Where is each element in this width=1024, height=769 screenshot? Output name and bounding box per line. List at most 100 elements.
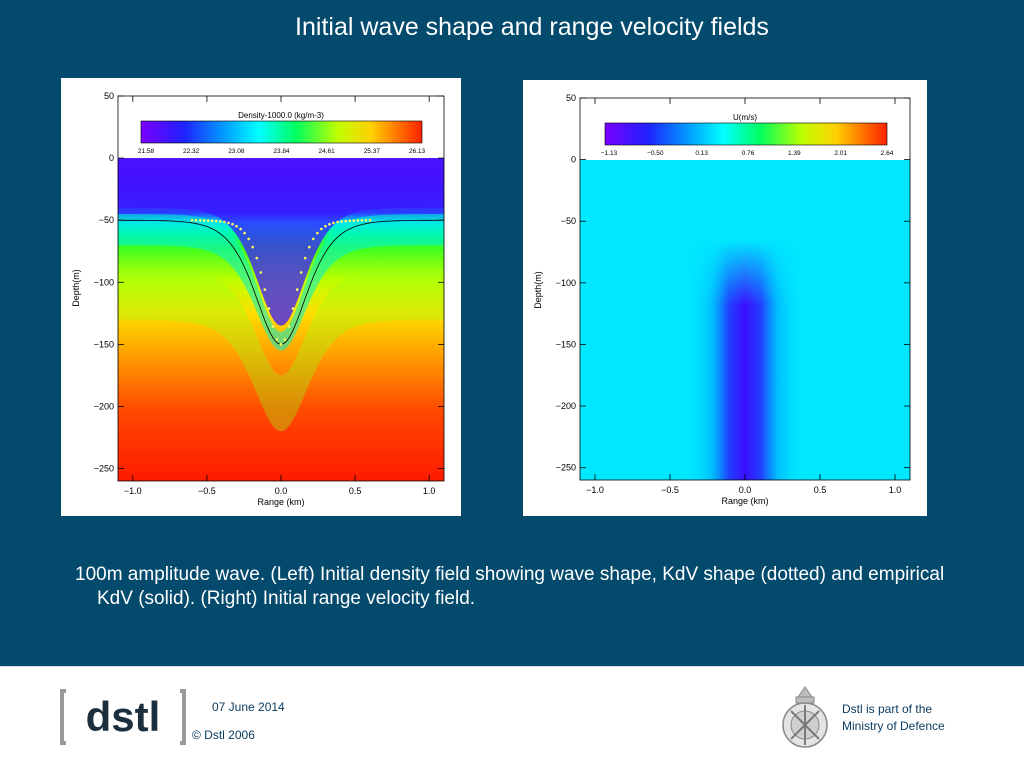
kdv-shape-dot <box>344 219 348 223</box>
density-colorbar-title: Density-1000.0 (kg/m-3) <box>238 111 324 120</box>
velocity-chart: −1.0 −0.5 0.0 0.5 1.0500−50−100−150−200−250 … <box>533 93 911 506</box>
kdv-shape-dot <box>340 220 343 223</box>
kdv-shape-dot <box>312 237 315 241</box>
density-colorbar-tick: 26.13 <box>409 148 426 155</box>
kdv-shape-dot <box>267 307 271 310</box>
footer: dstl 07 June 2014 © Dstl 2006 Dstl is pa… <box>0 666 1024 769</box>
velocity-ytick-label: 50 <box>566 93 576 103</box>
kdv-shape-dot <box>299 271 303 274</box>
density-xtick-label: 1.0 <box>423 486 436 496</box>
density-chart: −1.0 −0.5 0.0 0.5 1.0500−50−100−150−200−250 … <box>71 91 445 507</box>
density-chart-panel: −1.0 −0.5 0.0 0.5 1.0 50 0 −50 −100 −150 −200 −250 … <box>61 78 461 516</box>
kdv-shape-dot <box>303 256 307 260</box>
kdv-shape-dot <box>348 219 352 222</box>
density-ytick-label: −250 <box>94 464 114 474</box>
kdv-shape-dot <box>360 219 364 222</box>
velocity-xlabel: Range (km) <box>721 496 768 506</box>
kdv-shape-dot <box>194 219 198 222</box>
kdv-shape-dot <box>316 231 319 235</box>
kdv-shape-dot <box>259 271 263 274</box>
kdv-shape-dot <box>356 219 360 222</box>
density-green-band <box>118 269 444 432</box>
velocity-ytick-label: −100 <box>556 278 576 288</box>
kdv-shape-dot <box>291 307 295 310</box>
velocity-ytick-label: −150 <box>556 339 576 349</box>
density-ylabel: Depth(m) <box>71 269 81 307</box>
kdv-shape-dot <box>295 288 299 291</box>
velocity-xtick-label: 0.5 <box>814 485 827 495</box>
kdv-shape-dot <box>190 219 194 222</box>
velocity-positive-core <box>677 160 813 283</box>
kdv-shape-dot <box>263 288 267 291</box>
velocity-colorbar-tick: 1.39 <box>788 150 801 157</box>
mod-crest-icon <box>782 686 828 748</box>
kdv-shape-dot <box>247 237 250 241</box>
density-ytick-label: −150 <box>94 339 114 349</box>
kdv-shape-dot <box>332 221 335 225</box>
density-colorbar-tick: 23.08 <box>228 148 245 155</box>
density-cyan-band <box>118 214 444 351</box>
kdv-shape-dot <box>198 219 202 222</box>
svg-text:dstl: dstl <box>86 693 161 740</box>
density-colorbar-tick: 25.37 <box>364 148 381 155</box>
velocity-colorbar-tick: 0.13 <box>695 150 708 157</box>
velocity-colorbar-title: U(m/s) <box>733 113 757 122</box>
kdv-shape-dot <box>243 231 246 235</box>
kdv-shape-dot <box>275 338 279 341</box>
velocity-colorbar-tick: 2.64 <box>881 150 894 157</box>
kdv-shape-dot <box>279 343 283 346</box>
kdv-shape-dot <box>235 224 238 228</box>
kdv-shape-dot <box>364 219 368 222</box>
velocity-ytick-label: 0 <box>571 155 576 165</box>
velocity-colorbar <box>604 122 888 146</box>
density-colorbar-tick: 21.58 <box>138 148 155 155</box>
density-colorbar-tick: 23.84 <box>273 148 290 155</box>
velocity-xtick-label: −1.0 <box>586 485 604 495</box>
kdv-shape-dot <box>328 222 331 226</box>
kdv-shape-dot <box>251 245 254 249</box>
velocity-xtick-label: −0.5 <box>661 485 679 495</box>
velocity-ytick-label: −200 <box>556 401 576 411</box>
kdv-shape-dot <box>211 219 214 222</box>
kdv-shape-dot <box>283 338 287 341</box>
mod-line-2: Ministry of Defence <box>842 719 945 733</box>
velocity-xtick-label: 1.0 <box>889 485 902 495</box>
kdv-shape-dot <box>287 325 291 328</box>
kdv-shape-dot <box>231 222 234 226</box>
kdv-shape-dot <box>227 221 230 225</box>
velocity-ylabel: Depth(m) <box>533 271 543 309</box>
slide-title: Initial wave shape and range velocity fi… <box>295 13 769 41</box>
density-ytick-label: −50 <box>99 215 114 225</box>
density-xtick-label: −1.0 <box>124 486 142 496</box>
density-ytick-label: −100 <box>94 277 114 287</box>
density-xtick-label: −0.5 <box>198 486 216 496</box>
velocity-colorbar-tick: −0.50 <box>647 150 664 157</box>
mod-line-1: Dstl is part of the <box>842 702 933 716</box>
velocity-ytick-label: −50 <box>561 216 576 226</box>
density-ytick-label: −200 <box>94 401 114 411</box>
kdv-shape-dot <box>223 220 226 224</box>
kdv-shape-dot <box>219 220 222 223</box>
density-colorbar <box>140 120 423 144</box>
footer-copyright: © Dstl 2006 <box>192 728 255 742</box>
density-colorbar-tick: 24.61 <box>319 148 336 155</box>
velocity-xtick-label: 0.0 <box>739 485 752 495</box>
dstl-logo: dstl <box>60 689 186 745</box>
density-xtick-label: 0.0 <box>275 486 288 496</box>
velocity-colorbar-tick: 2.01 <box>834 150 847 157</box>
footer-date: 07 June 2014 <box>212 700 285 714</box>
density-xlabel: Range (km) <box>257 497 304 507</box>
kdv-shape-dot <box>352 219 356 222</box>
density-depression-region <box>118 158 444 326</box>
kdv-shape-dot <box>202 219 206 222</box>
density-ytick-label: 50 <box>104 91 114 101</box>
kdv-shape-dot <box>255 256 259 260</box>
mod-statement: Dstl is part of the Ministry of Defence <box>842 701 945 735</box>
kdv-shape-dot <box>308 245 311 249</box>
velocity-ytick-label: −250 <box>556 463 576 473</box>
kdv-shape-dot <box>320 227 323 231</box>
kdv-shape-dot <box>368 219 372 222</box>
kdv-shape-dot <box>336 220 339 224</box>
kdv-shape-dot <box>324 224 327 228</box>
kdv-shape-dot <box>239 227 242 231</box>
